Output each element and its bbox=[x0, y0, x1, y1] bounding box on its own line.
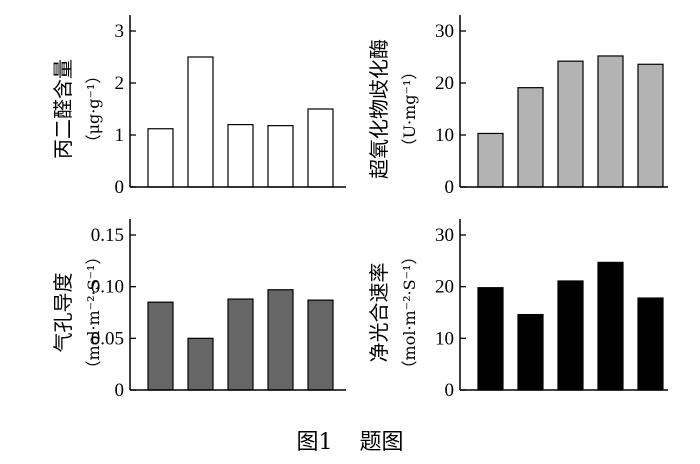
y-axis-unit: （μg·g⁻¹） bbox=[84, 68, 103, 151]
chart-panel-4: 0 10 20 30 净光合速率 （mol·m⁻²·S⁻¹） bbox=[367, 219, 668, 401]
bar-3 bbox=[557, 60, 584, 188]
figure-number: 图1 bbox=[296, 430, 333, 455]
y-tick-label: 3 bbox=[115, 21, 125, 42]
bar-4 bbox=[597, 261, 624, 391]
bar-4 bbox=[267, 125, 294, 188]
chart-panel-1: 0 1 2 3 丙二醛含量 （μg·g⁻¹） bbox=[51, 15, 346, 198]
y-tick-label: 2 bbox=[115, 73, 125, 94]
y-tick-label: 20 bbox=[435, 73, 454, 94]
bar-3 bbox=[227, 298, 254, 391]
chart-panel-2: 0 10 20 30 超氧化物歧化酶 （U·mg⁻¹） bbox=[367, 15, 668, 198]
y-axis-title: 丙二醛含量 bbox=[51, 59, 75, 159]
bar-5 bbox=[637, 297, 664, 391]
y-tick-label: 0 bbox=[115, 380, 125, 401]
bar-2 bbox=[517, 313, 544, 391]
y-axis-unit: （U·mg⁻¹） bbox=[400, 64, 419, 155]
y-tick-label: 30 bbox=[435, 225, 454, 246]
y-axis-unit: （mol·m⁻²·S⁻¹） bbox=[84, 249, 103, 377]
bar-4 bbox=[267, 289, 294, 391]
y-tick-label: 30 bbox=[435, 21, 454, 42]
bar-5 bbox=[307, 108, 334, 188]
bar-1 bbox=[477, 287, 504, 391]
y-tick-label: 0.10 bbox=[91, 277, 124, 298]
y-axis-title: 气孔导度 bbox=[51, 273, 75, 353]
y-tick-label: 0.05 bbox=[91, 328, 124, 349]
bar-3 bbox=[227, 123, 254, 188]
bar-5 bbox=[637, 63, 664, 188]
figure-title: 题图 bbox=[359, 430, 404, 455]
y-tick-label: 10 bbox=[435, 125, 454, 146]
bar-2 bbox=[187, 337, 214, 391]
chart-panel-3: 0 0.05 0.10 0.15 气孔导度 （mol·m⁻²·S⁻¹） bbox=[51, 219, 346, 401]
y-tick-label: 1 bbox=[115, 125, 125, 146]
figure-caption: 图1 题图 bbox=[0, 424, 700, 456]
y-tick-label: 0.15 bbox=[91, 225, 124, 246]
bar-1 bbox=[147, 301, 174, 391]
bar-2 bbox=[187, 56, 214, 188]
y-tick-label: 20 bbox=[435, 277, 454, 298]
bar-3 bbox=[557, 280, 584, 391]
y-axis-title: 超氧化物歧化酶 bbox=[367, 39, 391, 179]
y-tick-label: 0 bbox=[115, 177, 125, 198]
bar-5 bbox=[307, 299, 334, 391]
bar-1 bbox=[147, 128, 174, 188]
bar-1 bbox=[477, 132, 504, 188]
y-tick-label: 10 bbox=[435, 328, 454, 349]
y-tick-label: 0 bbox=[445, 177, 455, 198]
y-tick-label: 0 bbox=[445, 380, 455, 401]
bar-2 bbox=[517, 87, 544, 188]
y-axis-title: 净光合速率 bbox=[367, 263, 391, 363]
y-axis-unit: （mol·m⁻²·S⁻¹） bbox=[400, 249, 419, 377]
bar-4 bbox=[597, 55, 624, 188]
